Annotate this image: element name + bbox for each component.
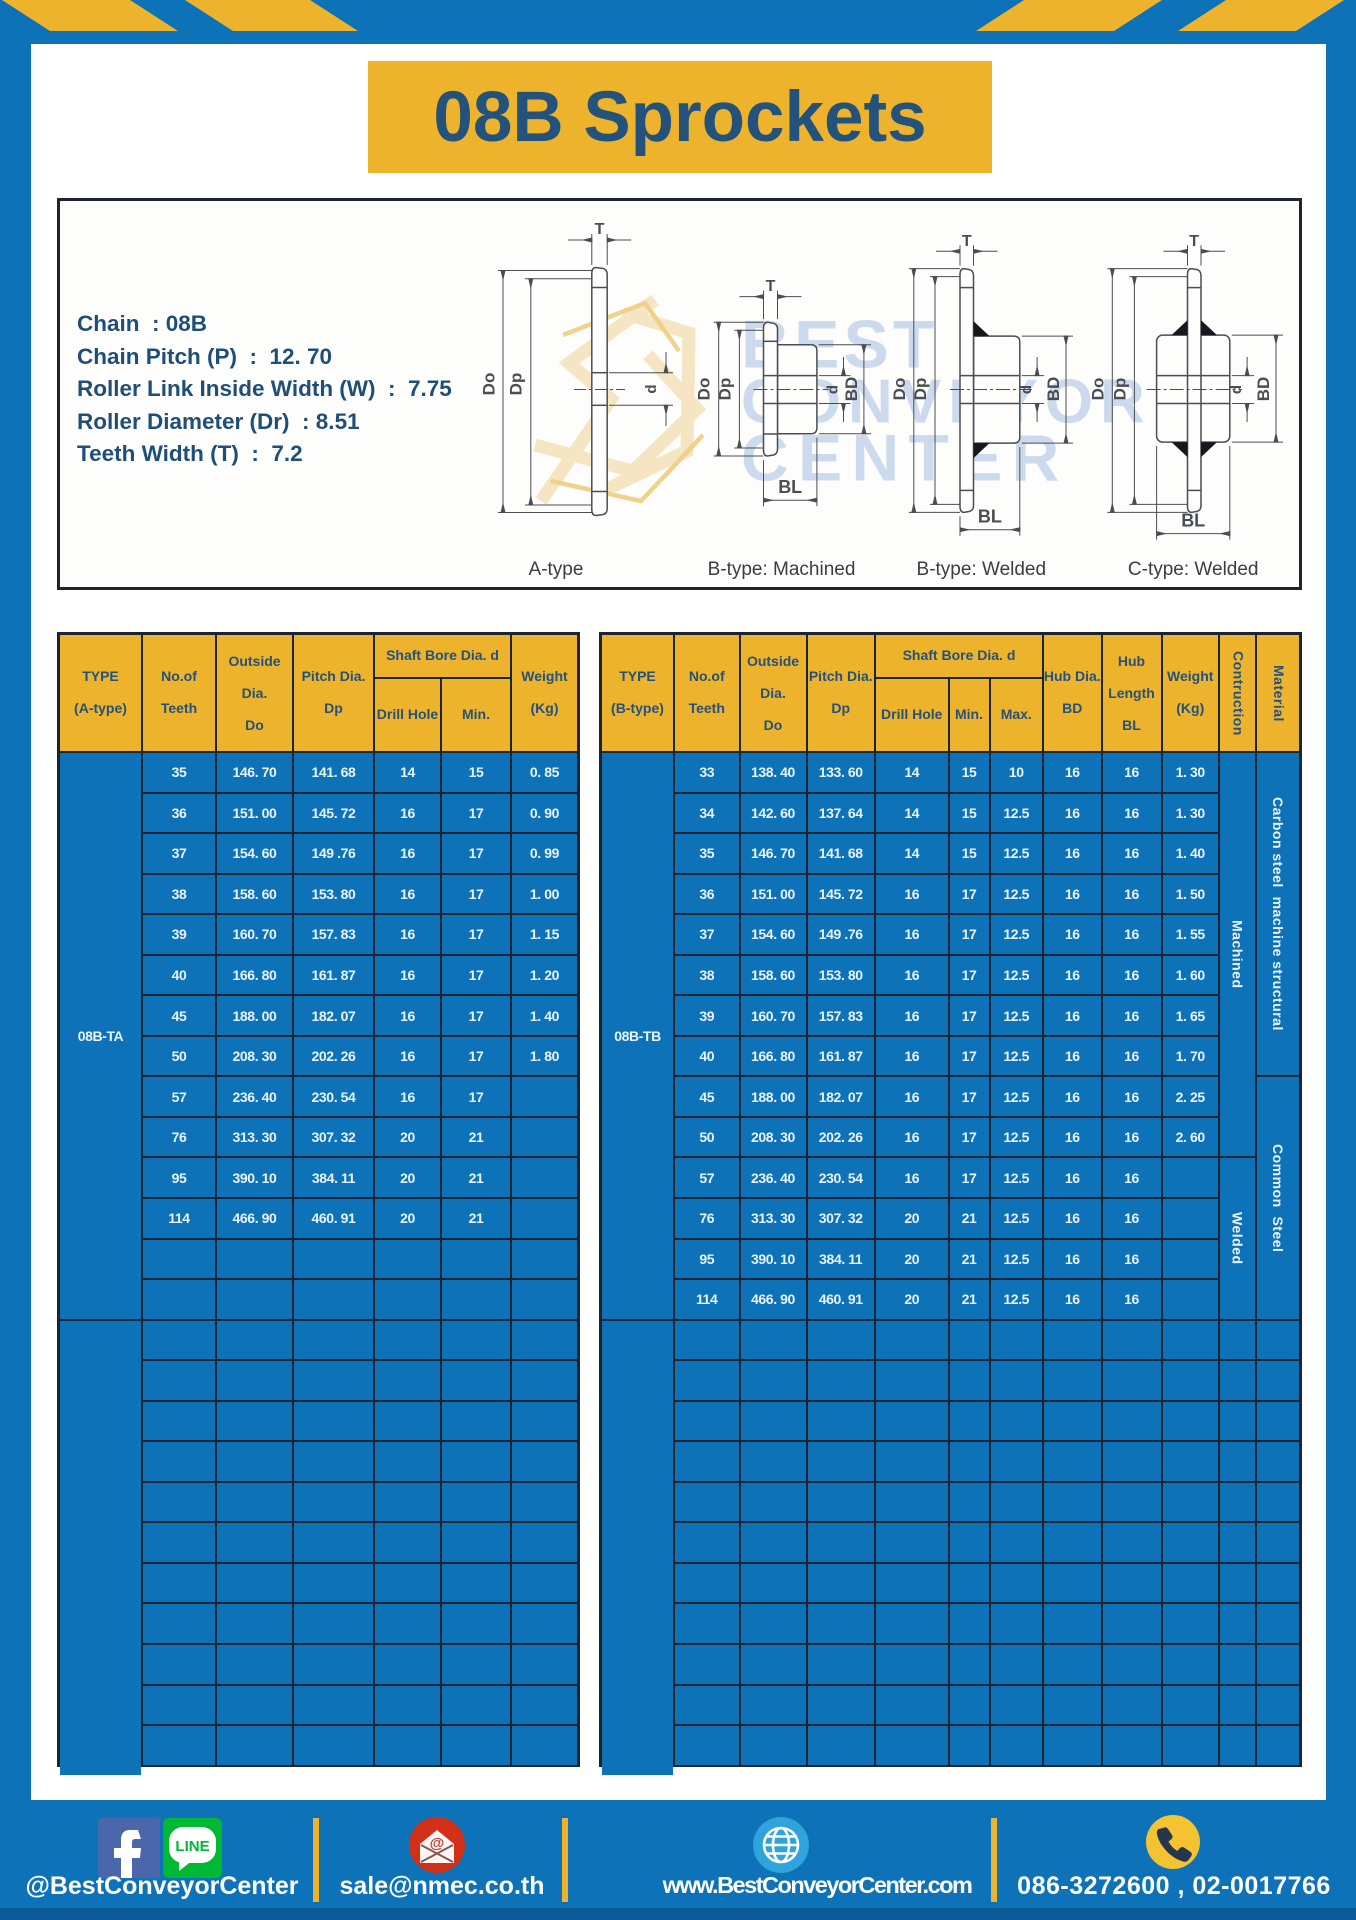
svg-text:d: d [1228,385,1245,394]
svg-text:BL: BL [1181,511,1205,531]
svg-text:BD: BD [1044,377,1063,402]
svg-text:BD: BD [842,377,861,402]
svg-text:d: d [825,385,842,394]
svg-text:Dp: Dp [1110,378,1129,401]
svg-text:Do: Do [1088,378,1107,401]
svg-text:BL: BL [778,477,802,497]
svg-text:T: T [766,278,776,295]
svg-text:B-type: Machined: B-type: Machined [708,559,856,580]
svg-text:C-type: Welded: C-type: Welded [1128,559,1259,580]
svg-text:LINE: LINE [175,1838,209,1855]
svg-text:BD: BD [1254,377,1273,402]
svg-text:Dp: Dp [507,373,526,396]
svg-text:B-type: Welded: B-type: Welded [917,559,1047,580]
svg-text:Do: Do [695,378,714,401]
svg-text:T: T [1189,233,1199,250]
svg-text:d: d [1018,385,1035,394]
svg-text:d: d [643,384,660,393]
svg-text:T: T [595,221,605,238]
svg-text:Do: Do [480,373,499,396]
svg-text:Do: Do [890,378,909,401]
svg-text:BL: BL [978,507,1002,527]
svg-text:Dp: Dp [715,378,734,401]
svg-text:@: @ [430,1835,445,1852]
svg-text:T: T [962,233,972,250]
svg-text:Dp: Dp [911,378,930,401]
svg-text:A-type: A-type [529,559,584,580]
